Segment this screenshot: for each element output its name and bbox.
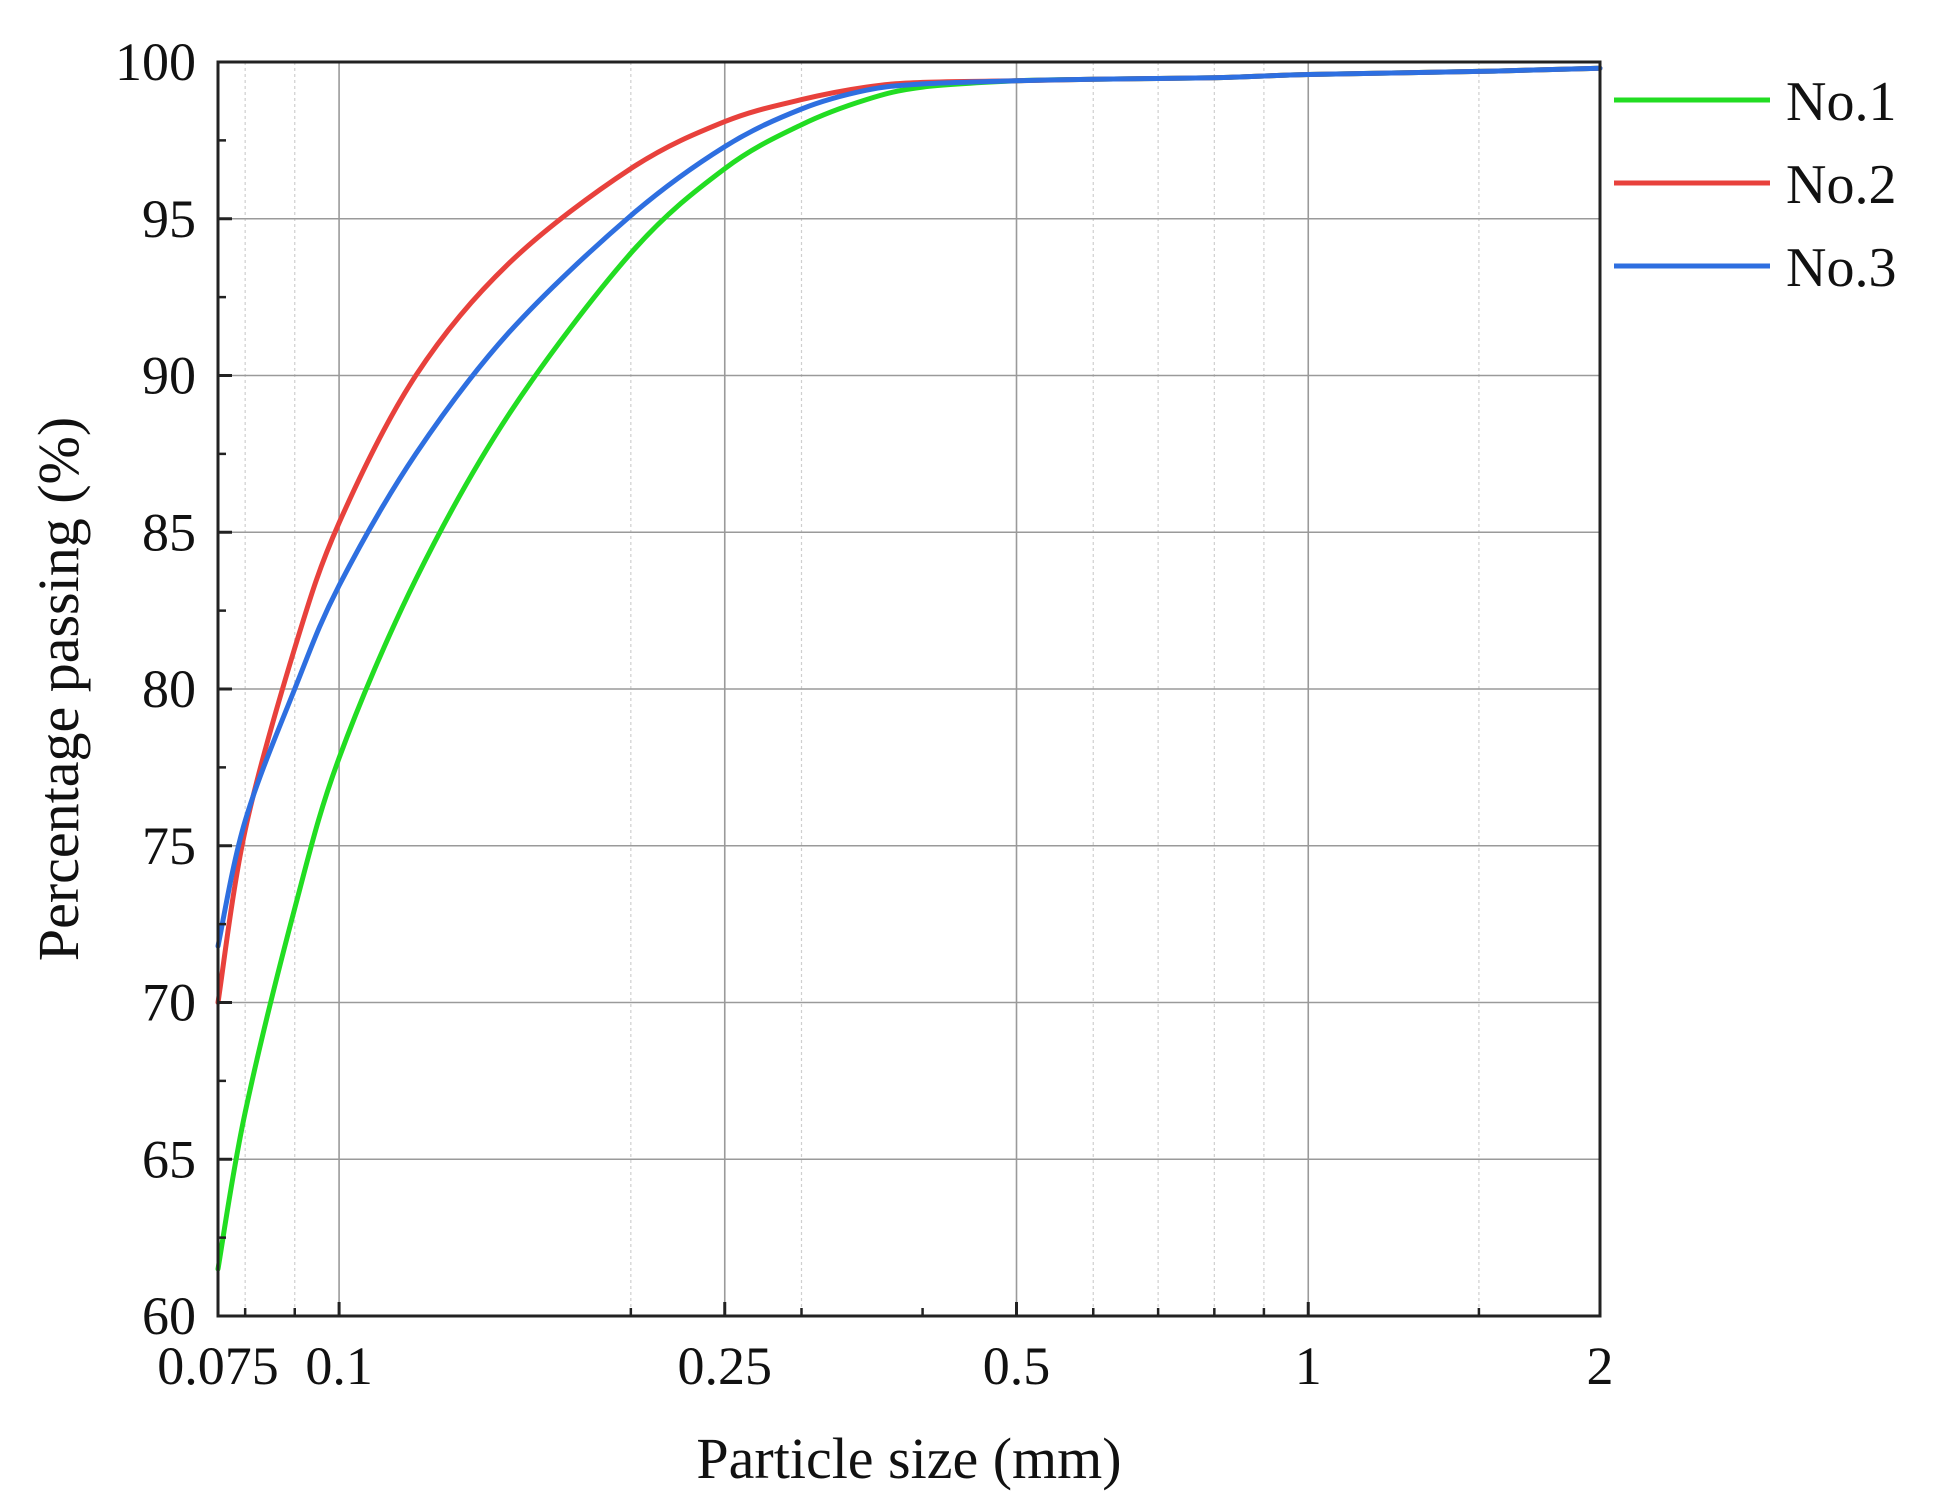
y-tick-label: 100: [115, 32, 196, 92]
x-tick-label: 0.5: [983, 1336, 1051, 1396]
y-tick-label: 85: [142, 502, 196, 562]
legend-label: No.2: [1786, 154, 1896, 216]
x-tick-label: 0.1: [305, 1336, 373, 1396]
y-tick-label: 95: [142, 189, 196, 249]
x-tick-label: 0.25: [678, 1336, 773, 1396]
x-tick-label: 1: [1295, 1336, 1322, 1396]
x-tick-label: 2: [1587, 1336, 1614, 1396]
y-tick-label: 65: [142, 1129, 196, 1189]
x-tick-label: 0.075: [157, 1336, 279, 1396]
y-tick-label: 60: [142, 1286, 196, 1346]
legend-label: No.1: [1786, 71, 1896, 133]
y-tick-label: 75: [142, 816, 196, 876]
x-axis-title: Particle size (mm): [696, 1426, 1121, 1491]
gridlines: [218, 61, 1600, 1317]
y-tick-label: 80: [142, 659, 196, 719]
tick-labels: 60 65 70 75 80 85 90 95 100 0.075 0.1 0.25 0.5 1 2: [115, 32, 1614, 1396]
series-line-no-3: [215, 65, 1603, 949]
series-lines: [215, 65, 1603, 1272]
y-tick-label: 90: [142, 346, 196, 406]
legend: No.1 No.2 No.3: [1614, 71, 1896, 299]
axis-ticks: [216, 60, 1602, 1318]
y-axis-title: Percentage passing (%): [26, 417, 91, 961]
y-tick-label: 70: [142, 973, 196, 1033]
legend-label: No.3: [1786, 237, 1896, 299]
